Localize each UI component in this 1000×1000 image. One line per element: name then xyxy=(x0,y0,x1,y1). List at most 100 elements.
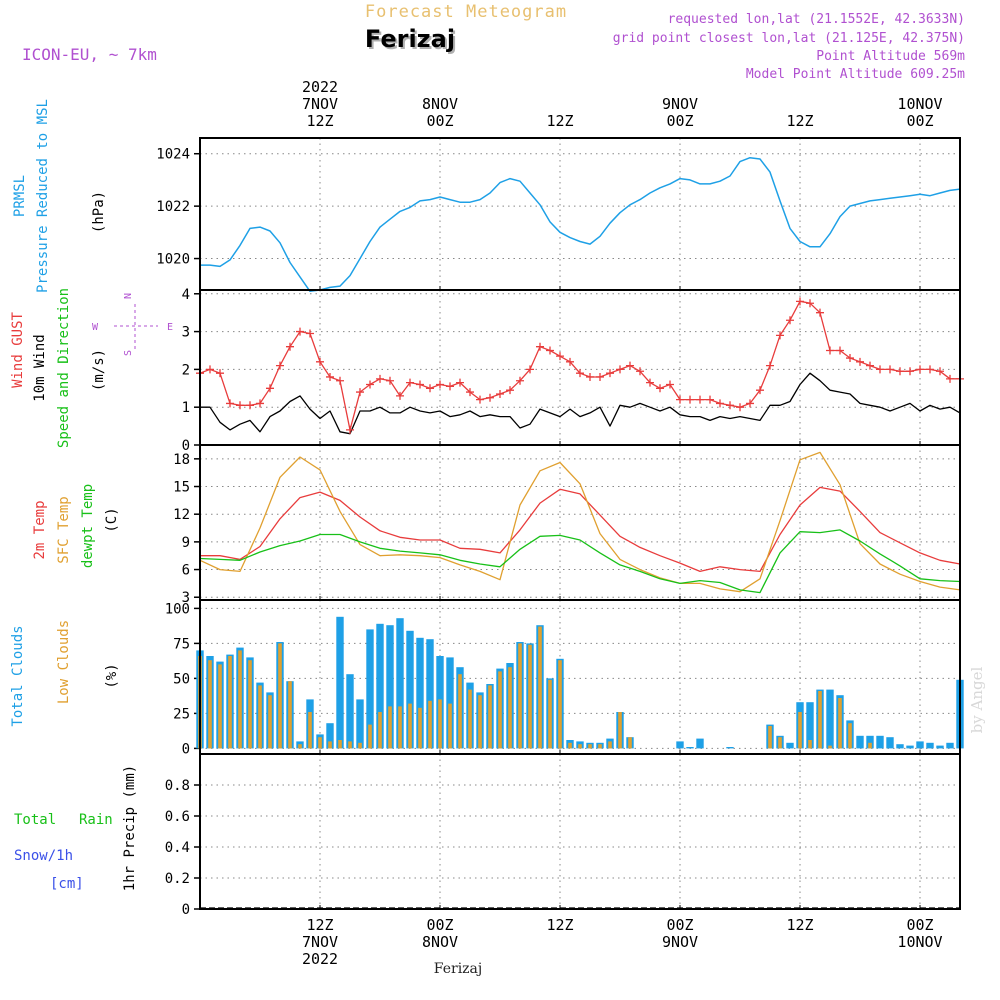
total-cloud-bar xyxy=(326,723,334,749)
ytick-label: 1024 xyxy=(156,147,190,163)
wind-unit-label: (m/s) xyxy=(91,349,107,391)
temp-unit-label: (C) xyxy=(104,507,120,532)
ytick-label: 2 xyxy=(182,362,190,378)
total-cloud-bar xyxy=(676,741,684,749)
station-title: Ferizaj xyxy=(365,25,455,53)
top-time-label: 2022 xyxy=(302,78,338,96)
gust-marker xyxy=(926,365,934,374)
gust-marker xyxy=(676,395,684,404)
gust-marker xyxy=(316,357,324,366)
total-cloud-bar xyxy=(926,742,934,749)
requested-coordinates: requested lon,lat (21.1552E, 42.3633N) xyxy=(668,12,965,27)
total-cloud-bar xyxy=(366,629,374,749)
low-cloud-bar xyxy=(358,742,362,749)
gust-marker xyxy=(816,308,824,317)
gust-marker xyxy=(346,425,354,434)
gust-marker xyxy=(556,352,564,361)
low-cloud-bar xyxy=(348,741,352,749)
ytick-label: 0 xyxy=(182,438,190,454)
station-title-shadow: Ferizaj xyxy=(367,27,457,55)
gust-marker xyxy=(666,380,674,389)
low-cloud-bar xyxy=(428,700,432,749)
model-label: ICON-EU, ~ 7km xyxy=(22,45,157,64)
gust-marker xyxy=(546,346,554,355)
gust-marker xyxy=(736,403,744,412)
total-cloud-bar xyxy=(906,745,914,749)
bottom-time-label: 10NOV xyxy=(897,933,942,951)
low-cloud-bar xyxy=(558,660,562,749)
total-cloud-bar xyxy=(356,699,364,749)
low-cloud-bar xyxy=(438,699,442,749)
gust-marker xyxy=(866,361,874,370)
gust-marker xyxy=(946,374,954,383)
bottom-time-label: 9NOV xyxy=(662,933,698,951)
ytick-label: 0.6 xyxy=(165,809,190,825)
gust-marker xyxy=(236,401,244,410)
low-cloud-bar xyxy=(338,740,342,749)
sfc-temp-label: SFC Temp xyxy=(56,496,72,563)
ytick-label: 0.2 xyxy=(165,871,190,887)
point-altitude: Point Altitude 569m xyxy=(816,49,965,64)
ytick-label: 1020 xyxy=(156,252,190,268)
top-time-label: 12Z xyxy=(546,112,573,130)
total-cloud-bar xyxy=(336,616,344,749)
low-cloud-bar xyxy=(778,737,782,749)
gust-marker xyxy=(576,369,584,378)
gust-marker xyxy=(276,361,284,370)
total-cloud-bar xyxy=(826,689,834,749)
gust-marker xyxy=(356,388,364,397)
gust-marker xyxy=(296,327,304,336)
dewpt-temp-label: dewpt Temp xyxy=(80,484,96,568)
panel-frame xyxy=(199,599,961,755)
ytick-label: 15 xyxy=(173,480,190,496)
gust-marker xyxy=(846,354,854,363)
gust-marker xyxy=(466,388,474,397)
gust-marker xyxy=(266,384,274,393)
low-cloud-bar xyxy=(308,712,312,749)
gust-marker xyxy=(336,376,344,385)
low-cloud-bar xyxy=(868,742,872,749)
prmsl-label: PRMSL xyxy=(12,175,28,217)
low-cloud-bar xyxy=(418,707,422,749)
low-cloud-bar xyxy=(498,671,502,749)
wind-panel: 0 1 2 3 4 xyxy=(182,287,964,454)
total-cloud-bar xyxy=(896,744,904,749)
wind-gust-line xyxy=(199,300,960,431)
gust-marker xyxy=(596,372,604,381)
gust-marker xyxy=(836,346,844,355)
temperature-panel: 3 6 9 12 15 18 xyxy=(173,444,961,606)
model-point-altitude: Model Point Altitude 609.25m xyxy=(746,67,965,82)
gust-marker xyxy=(486,393,494,402)
gust-marker xyxy=(506,386,514,395)
snow-label: Snow/1h xyxy=(14,848,73,864)
panel-frame xyxy=(199,137,961,291)
total-cloud-bar xyxy=(866,735,874,749)
top-time-label: 7NOV xyxy=(302,95,338,113)
low-cloud-bar xyxy=(508,667,512,749)
ytick-label: 12 xyxy=(173,507,190,523)
low-cloud-bar xyxy=(378,712,382,749)
total-cloud-bar xyxy=(886,737,894,749)
dewpt-line xyxy=(199,529,961,594)
gust-marker xyxy=(796,297,804,306)
low-cloud-bar xyxy=(518,643,522,749)
gust-marker xyxy=(326,372,334,381)
ytick-label: 0 xyxy=(182,741,190,757)
gust-marker xyxy=(916,365,924,374)
bottom-time-label: 00Z xyxy=(666,916,693,934)
gust-marker xyxy=(636,367,644,376)
low-cloud-bar xyxy=(208,660,212,749)
total-cloud-bar xyxy=(686,747,694,749)
top-time-label: 12Z xyxy=(306,112,333,130)
low-cloud-bar xyxy=(288,681,292,749)
gust-marker xyxy=(886,365,894,374)
gust-marker xyxy=(716,399,724,408)
top-time-label: 8NOV xyxy=(422,95,458,113)
gust-marker xyxy=(746,399,754,408)
total-cloud-bar xyxy=(406,630,414,749)
wind-speed-direction-label: Speed and Direction xyxy=(56,288,72,448)
ytick-label: 100 xyxy=(165,601,190,617)
